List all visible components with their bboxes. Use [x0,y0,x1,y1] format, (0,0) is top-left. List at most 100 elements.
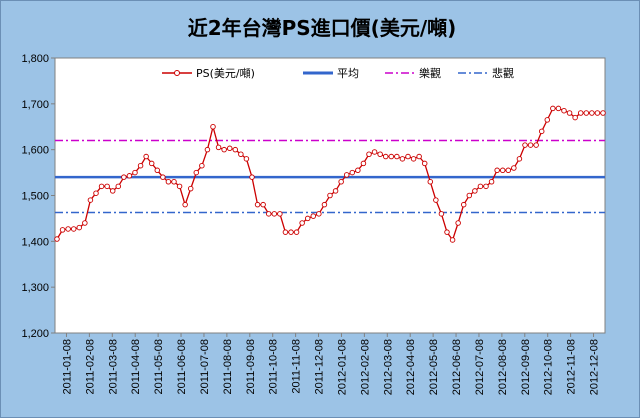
ps-price-point [148,160,155,167]
ps-price-point [494,167,500,174]
ps-price-point [555,105,562,112]
ps-price-point [126,173,133,179]
ps-price-point [54,236,60,242]
ps-price-point [93,190,99,196]
x-tick-label: 2012-07-08 [474,339,486,395]
ps-price-point [271,211,278,217]
y-axis: 1,200 1,300 1,400 1,500 1,600 1,700 1,800 [21,53,55,340]
ps-price-point [577,110,584,116]
ps-price-point [483,183,489,190]
ps-price-point [583,110,590,116]
x-tick-label: 2011-01-08 [61,339,73,394]
legend-optimistic-label: 樂觀 [419,66,441,80]
ps-price-point [299,220,305,226]
x-tick-label: 2012-01-08 [336,339,348,395]
ps-price-point [566,110,573,116]
ps-price-point [215,144,222,151]
ps-price-point [343,172,350,178]
x-tick-label: 2011-04-08 [130,339,142,394]
ps-price-point [254,201,261,208]
legend-series-label: PS(美元/噸) [196,66,255,80]
ps-price-point [438,211,445,217]
ps-price-point [87,197,94,203]
ps-price-point [226,145,233,152]
ps-price-point [366,151,372,157]
x-tick-label: 2012-08-08 [497,339,509,395]
ps-price-point [327,192,333,199]
x-tick-label: 2012-12-08 [589,339,601,395]
ps-price-point [132,169,138,176]
ps-price-point [382,153,389,160]
ps-price-point [137,162,144,169]
x-tick-label: 2011-07-08 [199,339,211,394]
y-tick-label: 1,600 [21,145,49,157]
ps-price-point [193,169,200,176]
ps-price-point [221,146,227,153]
x-tick-label: 2012-05-08 [428,339,440,395]
ps-price-point [199,162,205,169]
ps-price-point [572,114,578,121]
legend: PS(美元/噸) 平均 樂觀 悲觀 [162,66,514,80]
ps-price-point [265,211,272,217]
x-tick-label: 2011-02-08 [84,339,96,394]
ps-price-point [260,201,266,208]
x-tick-label: 2011-10-08 [268,339,280,394]
ps-price-point [538,128,545,135]
ps-price-point [460,201,467,208]
ps-price-point [399,156,406,162]
y-tick-label: 1,400 [21,236,49,248]
ps-price-point [98,183,105,190]
chart-title: 近2年台灣PS進口價(美元/噸) [188,16,457,40]
ps-price-point [477,183,484,190]
series-layer [54,105,606,243]
legend-series-marker [174,70,180,76]
ps-price-point [321,201,328,208]
ps-price-point [232,146,239,153]
y-tick-label: 1,500 [21,191,49,203]
x-tick-label: 2012-02-08 [359,339,371,395]
x-tick-label: 2012-11-08 [566,339,578,394]
x-tick-label: 2012-04-08 [405,339,417,395]
legend-pessimistic-label: 悲觀 [492,66,514,80]
ps-price-point [332,188,339,194]
ps-price-point [444,229,450,235]
ps-price-point [282,229,289,235]
ps-price-point [277,211,283,217]
ps-price-point [516,156,523,162]
ps-price-point [377,151,383,157]
y-tick-label: 1,200 [21,328,49,340]
ps-price-point [488,178,495,185]
ps-price-point [154,167,161,174]
y-tick-label: 1,800 [21,53,49,65]
ps-price-point [210,123,216,130]
ps-price-point [416,153,422,160]
legend-average-label: 平均 [337,67,359,80]
y-tick-label: 1,300 [21,282,49,294]
x-tick-label: 2011-09-08 [245,339,257,394]
x-tick-label: 2011-11-08 [291,339,303,394]
ps-price-point [550,105,556,112]
ps-price-point [243,156,250,162]
x-tick-label: 2011-06-08 [176,339,188,394]
y-tick-label: 1,700 [21,99,49,111]
ps-price-point [59,227,66,233]
ps-price-point [204,146,211,153]
x-tick-label: 2012-03-08 [382,339,394,395]
ps-price-point [249,174,255,180]
ps-price-point [405,153,411,160]
ps-price-point [293,229,300,235]
ps-price-point [143,153,149,160]
reference-lines [55,139,605,214]
ps-price-point [360,160,367,167]
ps-price-point [544,117,551,123]
ps-price-point [394,153,400,160]
x-tick-label: 2011-05-08 [153,339,165,394]
ps-price-point [522,142,528,148]
ps-price-point [355,167,361,174]
ps-price-point [288,229,294,235]
ps-price-point [449,237,456,243]
ps-price-point [433,197,439,203]
ps-price-point [76,224,83,231]
x-tick-label: 2011-08-08 [222,339,234,394]
